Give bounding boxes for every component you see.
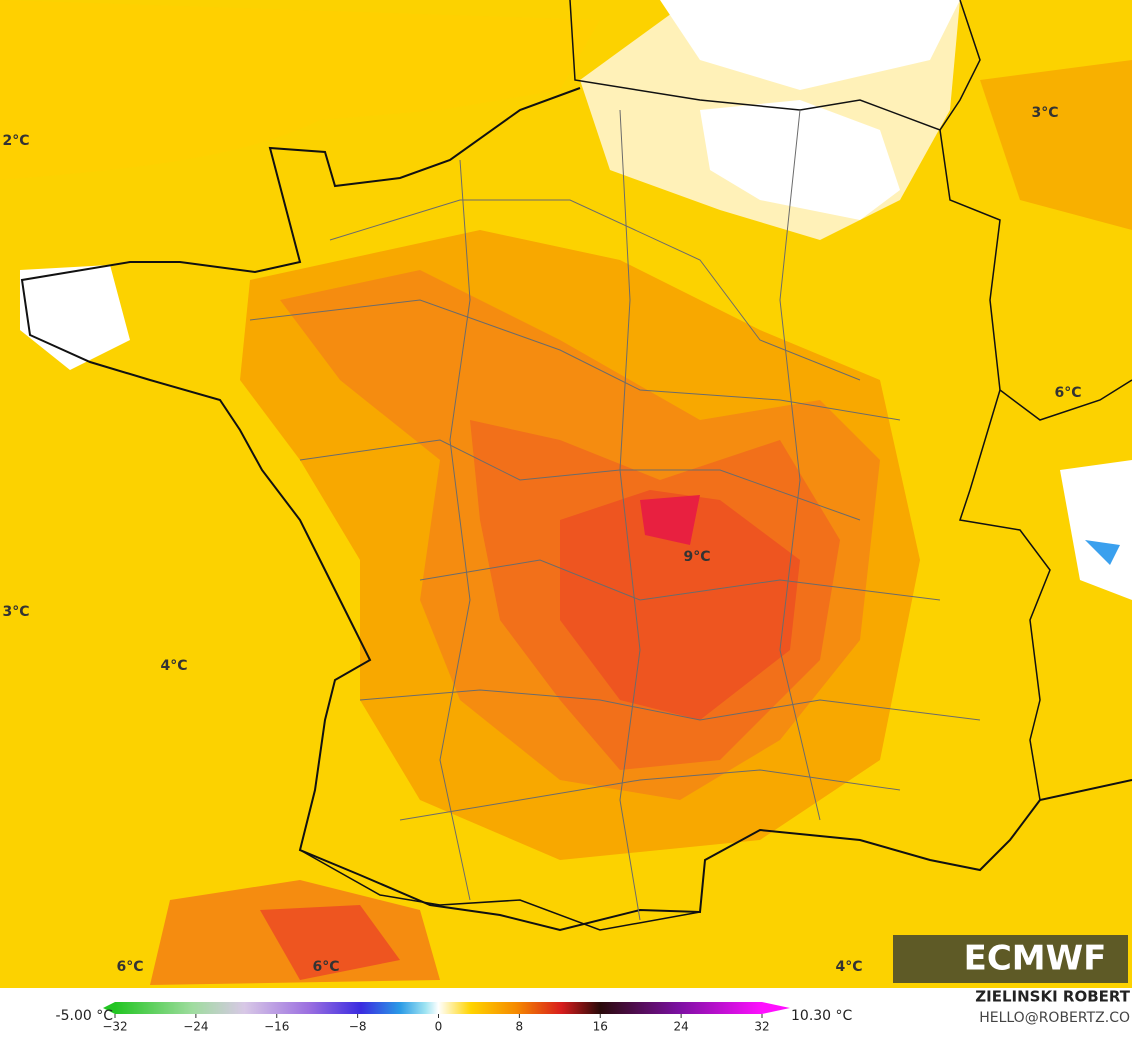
colorbar-min: -5.00 °C: [56, 1008, 114, 1024]
contour: [1085, 540, 1120, 565]
colorbar-tick-label: 8: [516, 1020, 524, 1034]
coastline: [20, 87, 1132, 932]
border: [939, 129, 1132, 421]
contour: [260, 905, 400, 980]
contour: [0, 0, 600, 180]
colorbar-end: [762, 1002, 790, 1014]
colorbar-tick-label: 32: [754, 1020, 769, 1034]
region-borders: [249, 109, 981, 921]
border: [959, 389, 1051, 801]
temperature-label: 3°C: [2, 604, 29, 620]
temperature-label: 4°C: [835, 959, 862, 975]
temperature-label: 6°C: [1054, 385, 1081, 401]
contour: [640, 495, 700, 545]
contour: [560, 490, 800, 720]
colorbar-tick-label: 24: [673, 1020, 688, 1034]
credit-author: ZIELINSKI ROBERT: [975, 988, 1130, 1006]
contour: [660, 0, 960, 90]
temperature-label: 6°C: [116, 959, 143, 975]
contour: [700, 100, 900, 220]
border: [299, 849, 701, 931]
colorbar-tick-label: 16: [593, 1020, 608, 1034]
colorbar-tick-label: −16: [264, 1020, 289, 1034]
temperature-label: 9°C: [683, 549, 710, 565]
contour: [1060, 460, 1132, 600]
contour: [980, 60, 1132, 230]
temperature-label: 6°C: [312, 959, 339, 975]
colorbar-end: [103, 1002, 115, 1014]
colorbar-tick-label: 0: [435, 1020, 443, 1034]
credit-contact: HELLO@ROBERTZ.CO: [979, 1010, 1130, 1026]
colorbar-bar: [115, 1002, 762, 1014]
colorbar-ticks: −32 −24 −16 −8 0 8 16 24 32: [102, 1014, 770, 1034]
map: ECMWF 2°C 3°C 3°C 6°C 4°C 9°C 6°C 6°C 4°C: [0, 0, 1132, 988]
colorbar-tick-label: −32: [102, 1020, 127, 1034]
logo-text: ECMWF: [964, 939, 1107, 979]
temperature-label: 2°C: [2, 133, 29, 149]
colorbar-max: 10.30 °C: [791, 1008, 853, 1024]
border: [569, 0, 981, 131]
map-labels: 2°C 3°C 3°C 6°C 4°C 9°C 6°C 6°C 4°C: [2, 105, 1081, 975]
colorbar: -5.00 °C 10.30 °C −32 −24 −16 −8 0 8 16 24 32: [56, 1002, 853, 1034]
colorbar-tick-label: −24: [183, 1020, 208, 1034]
temperature-label: 3°C: [1031, 105, 1058, 121]
temperature-label: 4°C: [160, 658, 187, 674]
logo-box: [893, 935, 1128, 983]
colorbar-tick-label: −8: [349, 1020, 367, 1034]
